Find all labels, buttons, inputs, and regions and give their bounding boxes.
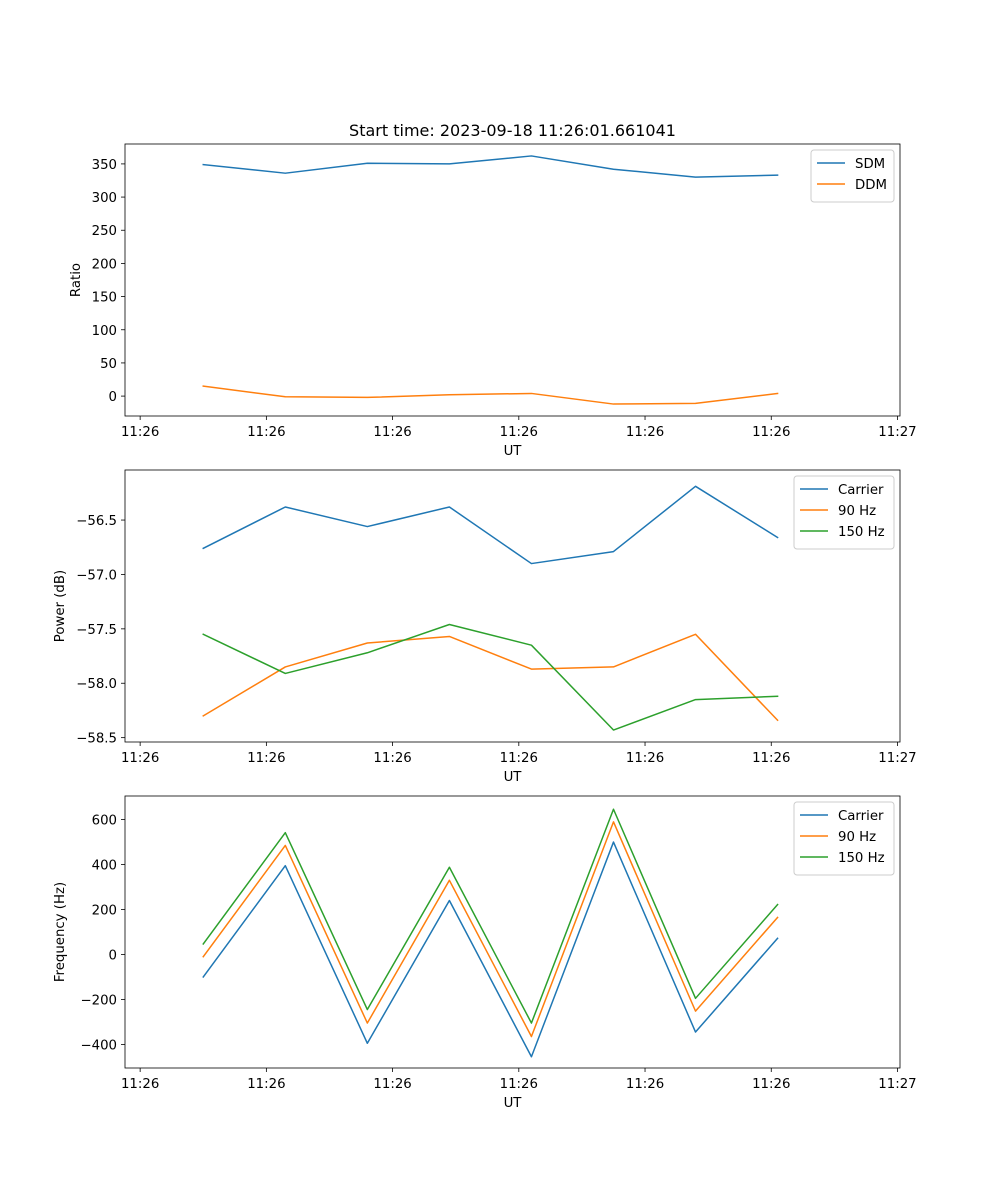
y-tick-label: −57.5: [76, 623, 117, 638]
ratio-chart: 11:26 11:26 11:26 11:26 11:26 11:26 11:27 0 50 10…: [69, 143, 917, 459]
x-tick-label: 11:26: [373, 1077, 411, 1092]
y-tick-label: 50: [100, 357, 117, 372]
x-tick-label: 11:27: [878, 1077, 916, 1092]
power-chart: 11:26 11:26 11:26 11:26 11:26 11:26 11:27 −58.5…: [53, 469, 917, 785]
y-tick-label: −200: [80, 993, 117, 1008]
legend-label-carrier: Carrier: [838, 483, 884, 498]
x-tick-label: 11:27: [878, 751, 916, 766]
figure-title: Start time: 2023-09-18 11:26:01.661041: [349, 121, 676, 140]
y-tick-label: 200: [92, 257, 117, 272]
series-line-150-hz: [202, 623, 779, 731]
y-tick-label: −58.0: [76, 677, 117, 692]
x-tick-label: 11:26: [247, 751, 285, 766]
series-line-sdm: [202, 155, 779, 178]
x-tick-label: 11:26: [500, 751, 538, 766]
y-tick-label: 600: [92, 814, 117, 829]
y-tick-label: 250: [92, 224, 117, 239]
axes-frame: [124, 795, 901, 1069]
x-tick-label: 11:26: [247, 425, 285, 440]
y-tick-label: 150: [92, 291, 117, 306]
y-axis-label: Power (dB): [53, 570, 68, 642]
x-tick-label: 11:26: [121, 751, 159, 766]
legend: SDM DDM: [810, 149, 895, 203]
x-tick-label: 11:26: [121, 1077, 159, 1092]
legend-label-carrier: Carrier: [838, 809, 884, 824]
y-tick-label: 400: [92, 859, 117, 874]
frequency-chart: 11:26 11:26 11:26 11:26 11:26 11:26 11:27 −400 −…: [53, 795, 917, 1111]
x-tick-label: 11:26: [752, 751, 790, 766]
x-tick-label: 11:26: [373, 751, 411, 766]
legend-label-90-hz: 90 Hz: [838, 504, 876, 519]
x-tick-label: 11:27: [878, 425, 916, 440]
legend: Carrier 90 Hz 150 Hz: [793, 801, 895, 876]
x-tick-label: 11:26: [752, 425, 790, 440]
axes-frame: [124, 143, 901, 417]
y-axis-label: Frequency (Hz): [53, 882, 68, 982]
y-tick-label: −400: [80, 1038, 117, 1053]
legend-label-90-hz: 90 Hz: [838, 830, 876, 845]
x-axis-label: UT: [504, 1096, 523, 1111]
x-tick-label: 11:26: [500, 425, 538, 440]
x-tick-label: 11:26: [626, 425, 664, 440]
series-line-carrier: [202, 841, 779, 1058]
x-tick-label: 11:26: [626, 751, 664, 766]
legend: Carrier 90 Hz 150 Hz: [793, 475, 895, 550]
legend-label-150-hz: 150 Hz: [838, 851, 885, 866]
series-line-90-hz: [202, 633, 779, 722]
y-axis-label: Ratio: [69, 263, 84, 297]
axes-frame: [124, 469, 901, 743]
y-tick-label: 300: [92, 191, 117, 206]
y-tick-label: −56.5: [76, 514, 117, 529]
x-tick-label: 11:26: [626, 1077, 664, 1092]
y-tick-label: 0: [109, 390, 117, 405]
x-axis-label: UT: [504, 444, 523, 459]
series-line-carrier: [202, 485, 779, 565]
y-tick-label: 0: [109, 948, 117, 963]
x-axis-label: UT: [504, 770, 523, 785]
series-line-ddm: [202, 385, 779, 405]
legend-label-sdm: SDM: [855, 157, 885, 172]
series-line-90-hz: [202, 821, 779, 1038]
x-tick-label: 11:26: [247, 1077, 285, 1092]
x-tick-label: 11:26: [121, 425, 159, 440]
y-tick-label: 200: [92, 904, 117, 919]
y-tick-label: −57.0: [76, 568, 117, 583]
x-tick-label: 11:26: [752, 1077, 790, 1092]
series-line-150-hz: [202, 808, 779, 1024]
x-tick-label: 11:26: [500, 1077, 538, 1092]
x-tick-label: 11:26: [373, 425, 411, 440]
y-tick-label: −58.5: [76, 732, 117, 747]
legend-label-150-hz: 150 Hz: [838, 525, 885, 540]
y-tick-label: 100: [92, 324, 117, 339]
y-tick-label: 350: [92, 158, 117, 173]
legend-label-ddm: DDM: [855, 178, 887, 193]
